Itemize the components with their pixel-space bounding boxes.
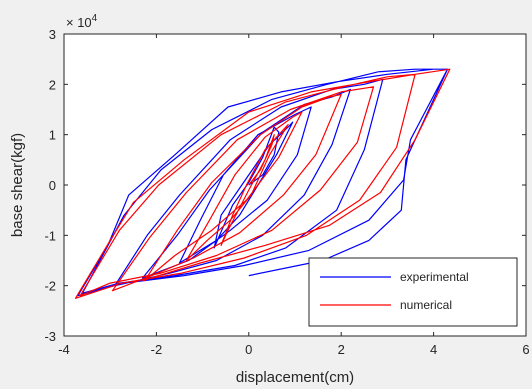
- y-exponent-power: 4: [92, 13, 98, 24]
- x-tick-label: 0: [245, 342, 252, 357]
- y-exponent-label: × 104: [66, 13, 98, 30]
- legend-label-numerical: numerical: [400, 298, 452, 312]
- y-tick-label: 0: [49, 178, 56, 193]
- y-tick-label: -3: [44, 329, 56, 344]
- legend-label-experimental: experimental: [400, 270, 469, 284]
- series-layer: [74, 68, 451, 299]
- x-tick-label: 4: [430, 342, 437, 357]
- x-tick-label: 2: [338, 342, 345, 357]
- y-tick-label: 1: [49, 128, 56, 143]
- legend-box: [308, 257, 518, 327]
- y-exponent-base: × 10: [66, 15, 92, 30]
- ticks-layer: -4 -2 0 2 4 6 -3 -2 -1 0 1 2 3: [44, 27, 529, 357]
- x-axis-label: displacement(cm): [236, 369, 354, 386]
- y-axis-label: base shear(kgf): [9, 133, 26, 237]
- legend: experimental numerical: [308, 257, 518, 327]
- y-tick-label: 2: [49, 77, 56, 92]
- x-tick-label: 6: [522, 342, 529, 357]
- y-tick-label: 3: [49, 27, 56, 42]
- series-line-numerical: [74, 68, 451, 299]
- x-tick-label: -2: [151, 342, 163, 357]
- y-tick-label: -1: [44, 228, 56, 243]
- x-tick-label: -4: [58, 342, 70, 357]
- y-tick-label: -2: [44, 279, 56, 294]
